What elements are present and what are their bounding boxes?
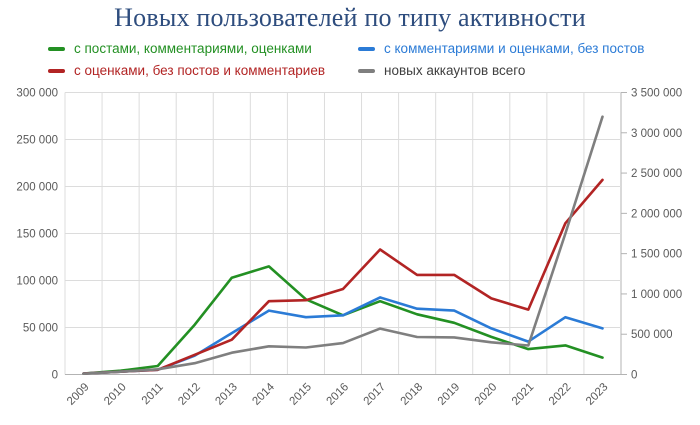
legend-label: с оценками, без постов и комментариев [74,63,326,78]
x-axis-tick-label: 2014 [250,381,277,408]
y-axis-tick-label-right: 1 000 000 [631,289,682,301]
y-axis-tick-label-right: 1 500 000 [631,249,682,261]
legend-swatch-blue [358,47,375,51]
series-line-3 [82,115,604,376]
legend-label: новых аккаунтов всего [384,63,526,78]
x-axis-tick-label: 2012 [176,381,203,408]
y-axis-tick-label-right: 2 000 000 [631,208,682,220]
legend-swatch-gray [358,69,375,73]
chart-title: Новых пользователей по типу активности [114,3,586,32]
y-axis-tick-label-left: 300 000 [16,88,58,100]
x-axis-tick-label: 2023 [584,381,611,408]
legend-item-comments-ratings-no-posts: с комментариями и оценками, без постов [358,40,644,58]
series-line-0 [82,265,604,375]
y-axis-tick-label-right: 0 [631,370,637,382]
x-axis-tick-label: 2022 [547,381,574,408]
series-line-2 [82,178,604,375]
legend-item-total-accounts: новых аккаунтов всего [358,62,525,80]
legend-swatch-red [48,69,65,73]
x-axis-tick-label: 2020 [473,381,500,408]
legend-item-posts-comments-ratings: с постами, комментариями, оценками [48,40,312,58]
y-axis-tick-label-left: 150 000 [16,229,58,241]
legend-swatch-green [48,47,65,51]
y-axis-tick-label-left: 50 000 [23,323,58,335]
x-axis-tick-label: 2018 [399,381,426,408]
legend-item-ratings-only: с оценками, без постов и комментариев [48,62,325,80]
y-axis-tick-label-right: 3 500 000 [631,88,682,100]
x-axis-tick-label: 2011 [140,381,166,407]
y-axis-tick-label-left: 250 000 [16,135,58,147]
x-axis-tick-label: 2013 [213,381,240,408]
y-axis-tick-label-right: 500 000 [631,329,673,341]
y-axis-tick-label-right: 3 000 000 [631,128,682,140]
y-axis-tick-label-left: 0 [52,370,58,382]
x-axis-tick-label: 2010 [102,381,129,408]
x-axis-tick-label: 2016 [325,381,352,408]
x-axis-tick-label: 2019 [436,381,463,408]
x-axis-tick-label: 2021 [510,381,537,408]
y-axis-tick-label-left: 100 000 [16,276,58,288]
x-axis-tick-label: 2017 [362,381,389,408]
legend-label: с комментариями и оценками, без постов [384,41,645,56]
legend-label: с постами, комментариями, оценками [74,41,312,56]
y-axis-tick-label-left: 200 000 [16,182,58,194]
legend: с постами, комментариями, оценками с ком… [0,0,700,84]
y-axis-tick-label-right: 2 500 000 [631,168,682,180]
x-axis-tick-label: 2009 [65,381,92,408]
x-axis-tick-label: 2015 [287,381,314,408]
